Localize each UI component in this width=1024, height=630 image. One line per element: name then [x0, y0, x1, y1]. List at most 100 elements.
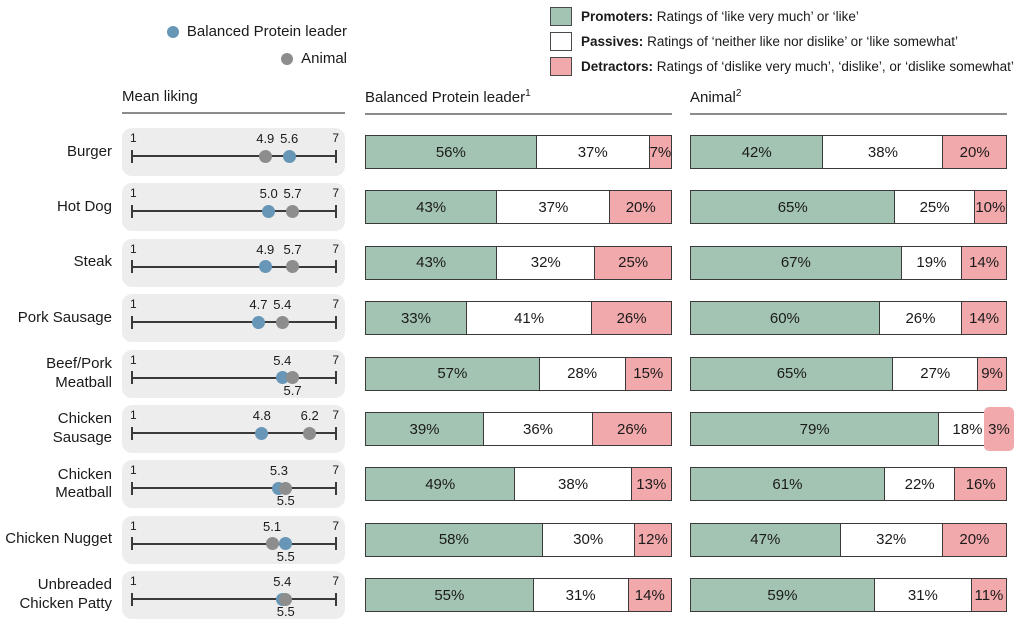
legend-term-detractors: Detractors:: [581, 59, 654, 74]
mean-value-label-bpl: 4.9: [256, 241, 275, 257]
column-header-animal: Animal2: [690, 88, 1007, 115]
column-header-mean-liking: Mean liking: [122, 88, 345, 114]
segment-passives: 32%: [839, 523, 942, 556]
rating-legend: Promoters: Ratings of ‘like very much’ o…: [550, 7, 1014, 76]
chart-row: Pork Sausage 1 7 4.7 5.4 33% 41% 26% 60% 26% 14%: [0, 294, 1024, 343]
mean-value-label-animal: 5.1: [263, 518, 282, 534]
scale-tick-max: [335, 481, 337, 495]
segment-detractors: 14%: [961, 246, 1006, 279]
segment-passives: 30%: [541, 523, 634, 556]
scale-max-label: 7: [332, 518, 339, 533]
mean-dot-bpl: [255, 426, 269, 440]
stacked-bar-animal: 79% 18% 3%: [690, 407, 1014, 451]
scale-line: [132, 432, 337, 434]
mean-dot-animal: [286, 204, 300, 218]
mean-value-label-bpl: 5.4: [273, 574, 292, 590]
scale-min-label: 1: [130, 463, 137, 478]
mean-liking-panel: 1 7 5.4 5.5: [122, 571, 345, 620]
column-header-animal-label: Animal: [690, 89, 736, 106]
mean-liking-panel: 1 7 5.4 5.7: [122, 349, 345, 398]
scale-tick-min: [131, 426, 133, 440]
row-label: Hot Dog: [56, 198, 112, 216]
segment-detractors: 14%: [627, 579, 672, 612]
segment-promoters: 79%: [691, 413, 939, 445]
promoters-swatch-icon: [550, 7, 572, 26]
mean-liking-panel: 1 7 4.7 5.4: [122, 294, 345, 343]
stacked-bar-bpl: 58% 30% 12%: [365, 522, 672, 557]
scale-min-label: 1: [130, 352, 137, 367]
legend-term-promoters: Promoters:: [581, 9, 654, 24]
mean-value-label-bpl: 5.4: [273, 352, 292, 368]
stacked-bar-bpl: 43% 32% 25%: [365, 245, 672, 280]
scale-line: [132, 321, 337, 324]
mean-dot-animal: [279, 592, 293, 606]
scale-tick-min: [131, 481, 133, 495]
mean-dot-bpl: [262, 204, 276, 218]
stacked-bar-animal: 65% 25% 10%: [690, 190, 1007, 225]
scale-line: [132, 542, 337, 545]
stacked-bar-bpl: 57% 28% 15%: [365, 356, 672, 391]
mean-value-label-animal: 5.7: [283, 382, 302, 398]
legend-item-balanced-protein-leader: Balanced Protein leader: [166, 23, 347, 40]
scale-tick-max: [335, 204, 337, 218]
mean-dot-animal: [286, 371, 300, 385]
scale-min-label: 1: [130, 241, 137, 256]
stacked-bar-animal: 61% 22% 16%: [690, 467, 1007, 502]
mean-value-label-bpl: 5.5: [276, 548, 295, 564]
chart-row: Chicken Meatball 1 7 5.3 5.5 49% 38% 13% 61% 22% 1…: [0, 460, 1024, 509]
scale-tick-min: [131, 149, 133, 163]
scale-line: [132, 155, 337, 157]
segment-detractors: 14%: [961, 302, 1006, 335]
segment-promoters: 43%: [366, 246, 497, 279]
scale-tick-max: [335, 592, 337, 606]
mean-value-label-bpl: 5.3: [269, 463, 288, 479]
column-header-balanced-protein-leader: Balanced Protein leader1: [365, 88, 672, 115]
mean-dot-bpl: [275, 371, 289, 385]
segment-detractors: 11%: [970, 579, 1006, 612]
scale-min-label: 1: [130, 518, 137, 533]
scale-tick-min: [131, 537, 133, 551]
mean-liking-panel: 1 7 5.5 5.1: [122, 515, 345, 564]
segment-passives: 41%: [465, 302, 592, 335]
segment-promoters: 43%: [366, 191, 497, 224]
segment-promoters: 61%: [691, 468, 884, 501]
segment-detractors: 10%: [973, 191, 1006, 224]
chart-row: Chicken Nugget 1 7 5.5 5.1 58% 30% 12% 47% 32% 20%: [0, 515, 1024, 564]
stacked-bar-bpl: 43% 37% 20%: [365, 190, 672, 225]
detractor-badge: 3%: [984, 407, 1014, 451]
segment-promoters: 42%: [691, 136, 823, 168]
segment-detractors: 15%: [624, 357, 671, 390]
segment-passives: 19%: [900, 246, 962, 279]
series-legend: Balanced Protein leader Animal: [0, 23, 347, 67]
scale-line: [132, 210, 337, 213]
segment-promoters: 59%: [691, 579, 874, 612]
legend-label-animal: Animal: [301, 50, 347, 67]
scale-tick-max: [335, 260, 337, 274]
legend-desc-promoters: Ratings of ‘like very much’ or ‘like’: [656, 9, 859, 24]
legend-term-passives: Passives:: [581, 34, 644, 49]
segment-passives: 37%: [496, 191, 610, 224]
segment-promoters: 57%: [366, 357, 539, 390]
legend-desc-detractors: Ratings of ‘dislike very much’, ‘dislike…: [656, 59, 1014, 74]
bpl-dot-icon: [166, 25, 179, 38]
row-label: Chicken Nugget: [5, 530, 112, 548]
mean-liking-panel: 1 7 5.0 5.7: [122, 183, 345, 232]
stacked-bar-animal: 59% 31% 11%: [690, 578, 1007, 613]
segment-detractors: 26%: [591, 302, 671, 335]
legend-item-passives: Passives: Ratings of ‘neither like nor d…: [550, 32, 1014, 51]
chart-row: Unbreaded Chicken Patty 1 7 5.4 5.5 55% 31% 14%…: [0, 571, 1024, 620]
segment-passives: 22%: [883, 468, 955, 501]
scale-tick-min: [131, 315, 133, 329]
row-label: Chicken Sausage: [52, 410, 112, 446]
stacked-bar-bpl: 33% 41% 26%: [365, 301, 672, 336]
segment-detractors: 12%: [633, 523, 671, 556]
legend-text-passives: Passives: Ratings of ‘neither like nor d…: [581, 32, 958, 51]
mean-dot-animal: [265, 537, 279, 551]
row-label: Steak: [73, 253, 112, 271]
mean-dot-animal: [258, 149, 272, 163]
scale-min-label: 1: [130, 131, 137, 145]
segment-passives: 38%: [822, 136, 943, 168]
segment-passives: 25%: [894, 191, 974, 224]
legend-item-animal: Animal: [281, 50, 347, 67]
segment-passives: 37%: [535, 136, 649, 168]
